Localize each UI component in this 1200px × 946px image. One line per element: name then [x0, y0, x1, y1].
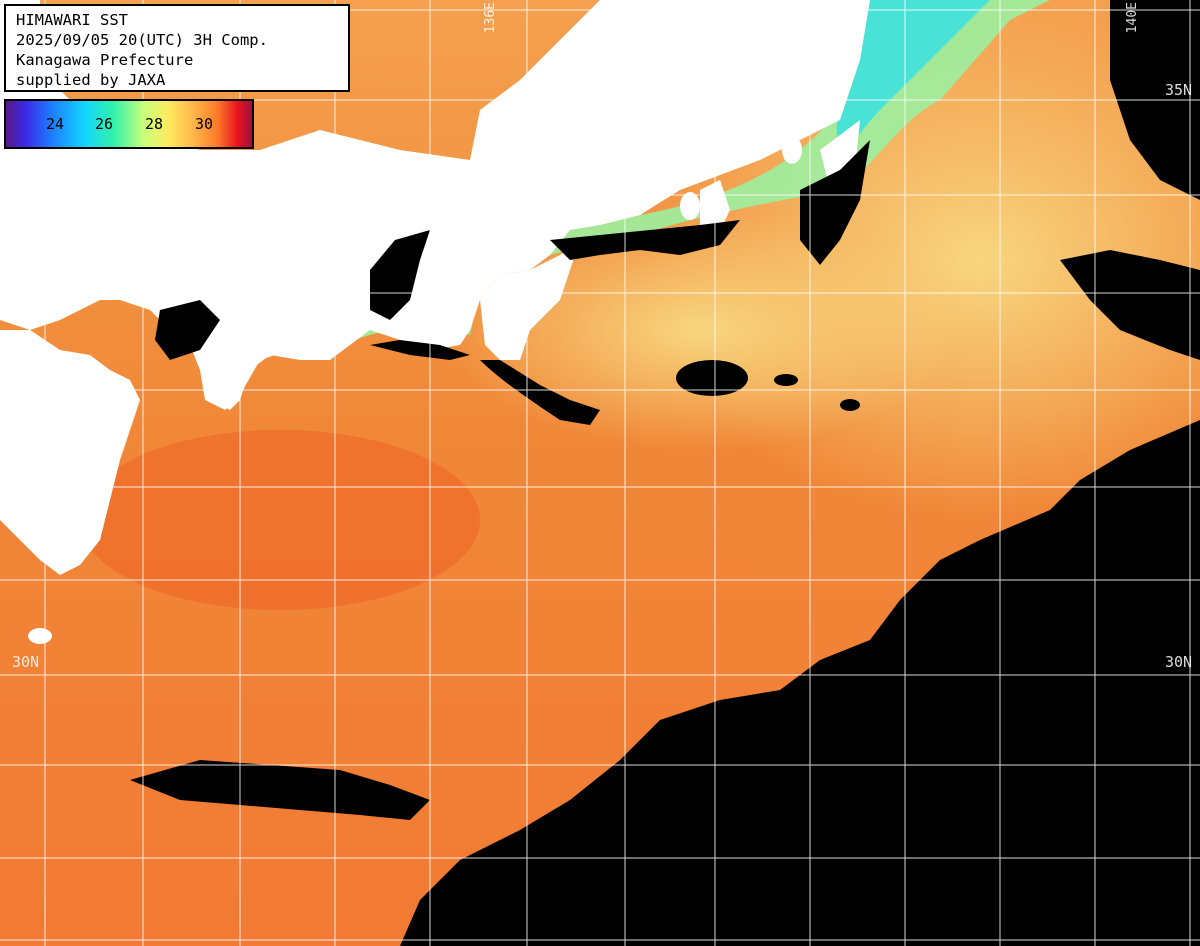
cloud-patch	[676, 360, 748, 396]
land-kyushu	[0, 330, 140, 575]
land-island	[782, 136, 802, 164]
cloud-band-south	[130, 760, 430, 820]
lat-label-30n-left: 30N	[12, 653, 40, 671]
cloud-channel-kii	[370, 230, 430, 320]
land-island	[480, 149, 496, 181]
cloud-coast-strip	[480, 360, 600, 425]
map-data-source: supplied by JAXA	[16, 71, 166, 89]
legend-tick-30: 30	[195, 115, 214, 133]
coastal-cyan-patch	[836, 0, 990, 160]
land-island	[4, 385, 36, 435]
land-kii-peninsula	[480, 240, 580, 360]
cloud-band-east	[960, 580, 1200, 720]
land-island	[28, 628, 52, 644]
cloud-patch	[840, 399, 860, 411]
cloud-patch	[774, 374, 798, 386]
map-publisher: Kanagawa Prefecture	[16, 51, 194, 69]
lat-label-30n-right: 30N	[1165, 653, 1193, 671]
temperature-color-legend: 24 26 28 30	[4, 99, 254, 149]
legend-tick-24: 24	[46, 115, 65, 133]
cloud-coast-strip	[370, 340, 470, 360]
lat-label-35n: 35N	[1165, 81, 1193, 99]
map-info-box: HIMAWARI SST 2025/09/05 20(UTC) 3H Comp.…	[4, 4, 350, 92]
warm-patch	[80, 430, 480, 610]
map-title: HIMAWARI SST	[16, 11, 128, 29]
map-timestamp: 2025/09/05 20(UTC) 3H Comp.	[16, 31, 268, 49]
cloud-coast-strip	[800, 140, 870, 265]
land-island	[680, 192, 700, 220]
legend-tick-28: 28	[145, 115, 164, 133]
cloud-coast-strip	[550, 220, 740, 260]
lon-label-136e: 136E	[483, 2, 498, 34]
lon-label-140e: 140E	[1125, 2, 1140, 34]
legend-tick-26: 26	[95, 115, 114, 133]
cloud-channel-west	[155, 300, 220, 360]
